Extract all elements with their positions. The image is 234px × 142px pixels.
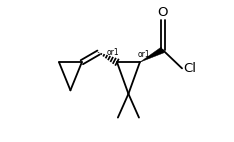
Polygon shape <box>140 47 164 62</box>
Text: O: O <box>157 7 168 19</box>
Text: or1: or1 <box>138 50 150 59</box>
Text: or1: or1 <box>106 48 119 57</box>
Text: Cl: Cl <box>183 62 196 75</box>
